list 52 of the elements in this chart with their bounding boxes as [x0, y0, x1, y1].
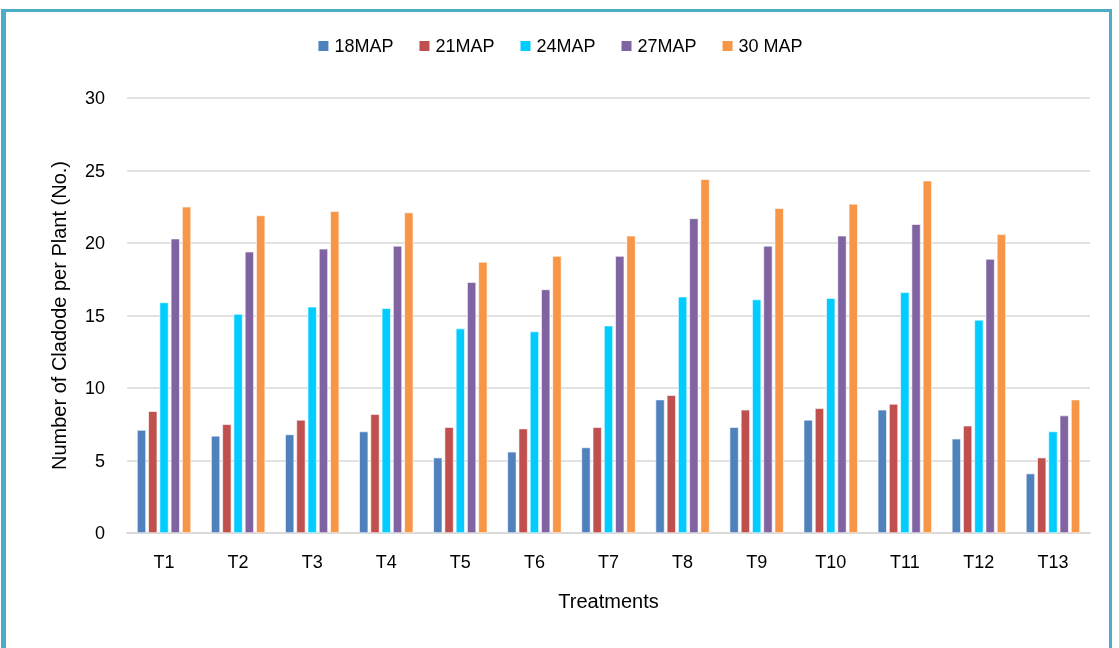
y-tick-label: 0 — [94, 523, 105, 543]
x-tick-label: T1 — [153, 552, 175, 572]
y-tick-label: 5 — [94, 450, 105, 471]
bar — [182, 206, 192, 533]
legend-label: 27MAP — [637, 36, 697, 56]
bar — [963, 425, 973, 533]
bar — [244, 251, 254, 533]
bar — [729, 427, 739, 533]
legend-label: 30 MAP — [738, 36, 803, 56]
x-tick-label: T8 — [672, 552, 694, 572]
bar — [1070, 399, 1080, 533]
bar — [137, 430, 147, 533]
bar — [678, 296, 688, 533]
legend-label: 24MAP — [536, 36, 596, 56]
x-tick-label: T4 — [375, 552, 397, 572]
x-tick-label: T6 — [523, 552, 545, 572]
y-tick-label: 20 — [84, 233, 105, 253]
bar — [478, 261, 488, 533]
bar — [211, 435, 221, 533]
x-tick-label: T13 — [1037, 552, 1069, 572]
bar — [814, 408, 824, 533]
y-tick-label: 15 — [84, 305, 105, 326]
y-tick-label: 30 — [84, 88, 105, 108]
bar — [393, 245, 403, 533]
bar — [803, 419, 813, 533]
x-tick-label: T10 — [815, 552, 847, 572]
bar — [330, 211, 340, 533]
bar — [256, 215, 266, 533]
bar — [467, 282, 477, 533]
y-tick-label: 10 — [84, 378, 105, 398]
x-tick-label: T7 — [597, 552, 620, 572]
x-tick-label: T12 — [963, 552, 995, 572]
x-tick-label: T11 — [889, 552, 920, 572]
bar — [603, 325, 614, 533]
bar — [1025, 473, 1035, 533]
bar — [740, 409, 750, 533]
legend-label: 21MAP — [435, 36, 495, 56]
legend-label: 18MAP — [334, 36, 394, 56]
y-tick-label: 25 — [84, 160, 105, 181]
y-axis-title: Number of Cladode per Plant (No.) — [48, 160, 70, 471]
bar — [877, 409, 887, 533]
x-tick-label: T3 — [301, 552, 323, 572]
x-tick-label: T2 — [227, 552, 249, 572]
bar — [404, 212, 414, 533]
bar — [529, 331, 539, 533]
bar — [996, 234, 1006, 533]
bar — [318, 248, 328, 533]
x-axis-title: Treatments — [558, 590, 659, 612]
bar — [951, 438, 961, 533]
x-tick-label: T9 — [746, 552, 768, 572]
bar — [889, 403, 899, 533]
x-tick-label: T5 — [449, 552, 471, 572]
